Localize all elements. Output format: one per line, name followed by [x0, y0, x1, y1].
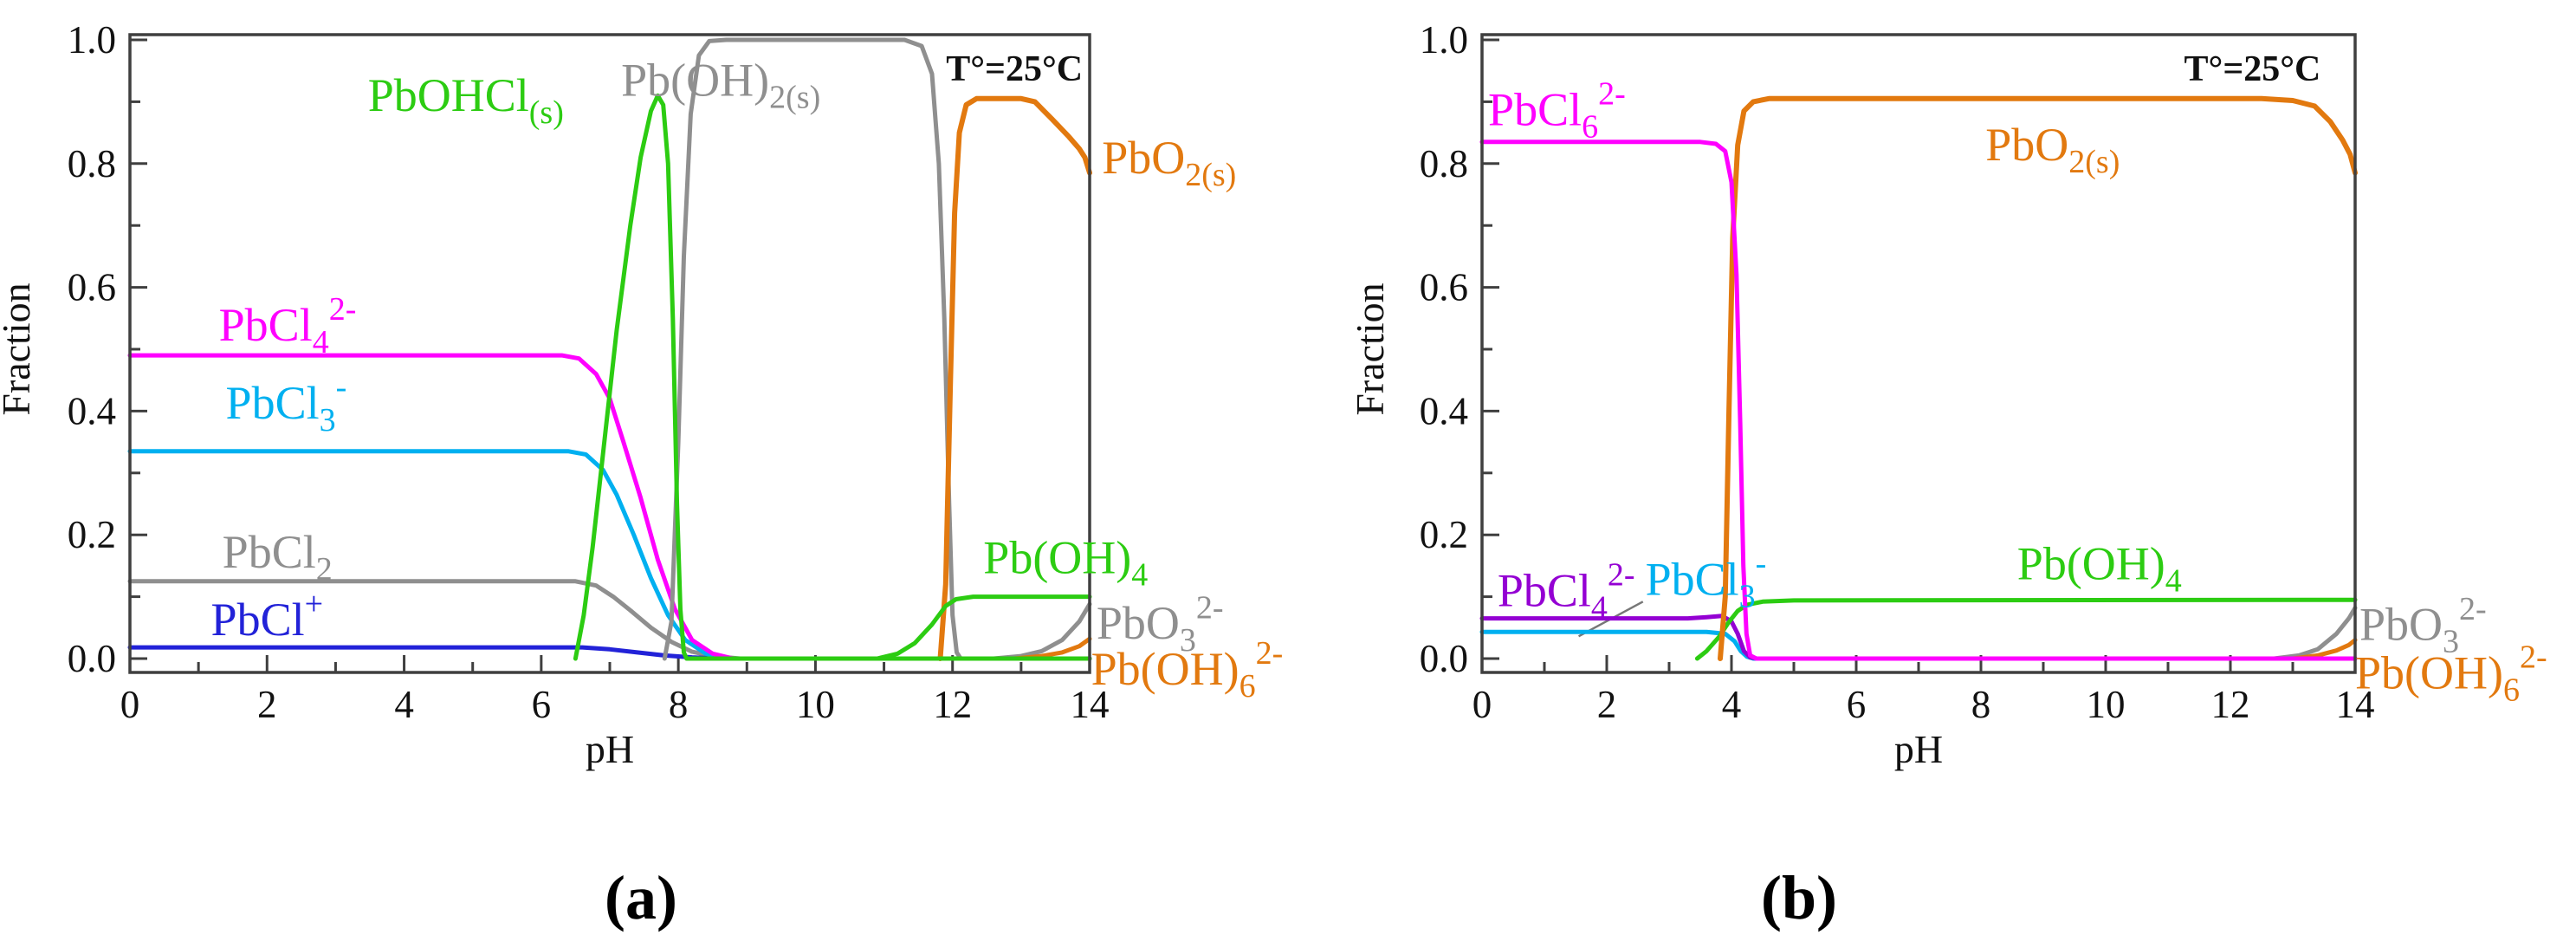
x-axis-label-a: pH: [586, 727, 634, 771]
svg-text:10: 10: [796, 683, 835, 726]
svg-text:14: 14: [1071, 683, 1110, 726]
svg-text:6: 6: [532, 683, 552, 726]
svg-text:8: 8: [669, 683, 689, 726]
svg-text:2: 2: [1597, 683, 1617, 726]
svg-text:12: 12: [933, 683, 972, 726]
svg-text:0: 0: [120, 683, 140, 726]
plot-frame-b: [1480, 33, 2357, 674]
tick-labels-b: 0 2 4 6 8 10 12 14 0.0 0.2 0.4 0.6 0.8 1.0: [1420, 18, 2375, 726]
svg-text:0: 0: [1472, 683, 1492, 726]
series-a-pbo3-2-: [991, 601, 1092, 661]
species-label-a-pbo2: PbO2(s): [1102, 132, 1236, 193]
species-label-a-pboh6: Pb(OH)62-: [1091, 635, 1284, 705]
svg-text:1.0: 1.0: [1420, 18, 1468, 62]
svg-text:0.0: 0.0: [1420, 637, 1468, 680]
species-label-b-pboh4: Pb(OH)4: [2017, 538, 2182, 600]
species-label-b-pboh6: Pb(OH)62-: [2355, 640, 2547, 709]
species-label-a-pbcl2: PbCl2: [223, 526, 333, 588]
svg-text:2: 2: [257, 683, 277, 726]
series-b-pbo2-s-: [1718, 95, 2358, 661]
series-a-pb-oh-2-s-: [662, 37, 1092, 661]
species-label-a-pbcl3: PbCl3-: [226, 369, 347, 438]
axes-a: [128, 38, 1091, 672]
svg-text:6: 6: [1847, 683, 1867, 726]
species-label-b-pbo2: PbO2(s): [1985, 119, 2120, 180]
species-label-b-pbcl4: PbCl42-: [1498, 557, 1635, 627]
series-b-pbcl3-: [1479, 629, 2358, 661]
svg-text:0.8: 0.8: [68, 142, 116, 185]
svg-text:0.8: 0.8: [1420, 142, 1468, 185]
svg-text:0.2: 0.2: [1420, 513, 1468, 556]
svg-text:4: 4: [394, 683, 414, 726]
series-b-pb-oh-4: [1694, 597, 2358, 661]
svg-text:4: 4: [1722, 683, 1742, 726]
series-a-pbcl3-: [127, 449, 1092, 661]
svg-text:0.6: 0.6: [68, 266, 116, 309]
svg-text:0.0: 0.0: [68, 637, 116, 680]
svg-text:0.4: 0.4: [68, 389, 116, 432]
series-a-pb-oh-6-2-: [1012, 636, 1092, 661]
svg-text:0.4: 0.4: [1420, 389, 1468, 432]
species-label-b-temp: T°=25°C: [2184, 49, 2321, 89]
series-b-pbcl4-2-: [1479, 614, 2358, 661]
species-label-b-pbcl3: PbCl3-: [1646, 546, 1767, 615]
x-axis-label-b: pH: [1894, 727, 1943, 771]
svg-text:0.2: 0.2: [68, 513, 116, 556]
species-label-b-pbcl6: PbCl62-: [1488, 76, 1626, 146]
series-a-pbohcl-s-: [573, 93, 1092, 661]
species-label-a-pbcl4: PbCl42-: [219, 291, 357, 360]
species-label-a-pbo3: PbO32-: [1097, 589, 1224, 659]
y-axis-label-a: Fraction: [0, 282, 38, 415]
svg-text:12: 12: [2211, 683, 2250, 726]
species-label-a-pboh2: Pb(OH)2(s): [621, 54, 820, 115]
species-label-b-pbo3: PbO32-: [2359, 591, 2487, 660]
svg-text:10: 10: [2087, 683, 2126, 726]
tick-labels-a: 0 2 4 6 8 10 12 14 0.0 0.2 0.4 0.6 0.8 1.0: [68, 18, 1110, 726]
species-label-a-pboh4: Pb(OH)4: [983, 532, 1148, 594]
caption-b: (b): [1761, 863, 1837, 932]
plot-frame-a: [128, 33, 1091, 674]
caption-a: (a): [605, 863, 677, 932]
series-a-pbcl4-2-: [127, 353, 1092, 661]
species-label-a-pbohcl: PbOHCl(s): [368, 69, 564, 131]
species-label-a-pbcl1: PbCl+: [211, 586, 324, 646]
series-b-pbo3-2-: [2271, 606, 2358, 661]
svg-text:14: 14: [2336, 683, 2375, 726]
species-label-a-temp: T°=25°C: [946, 49, 1083, 89]
series-b-pbcl6-2-: [1479, 140, 2358, 661]
series-a-pb-oh-4: [875, 594, 1092, 661]
y-axis-label-b: Fraction: [1348, 282, 1392, 415]
series-a-pbo2-s-: [937, 95, 1092, 661]
svg-text:1.0: 1.0: [68, 18, 116, 62]
svg-text:0.6: 0.6: [1420, 266, 1468, 309]
svg-text:8: 8: [1971, 683, 1991, 726]
